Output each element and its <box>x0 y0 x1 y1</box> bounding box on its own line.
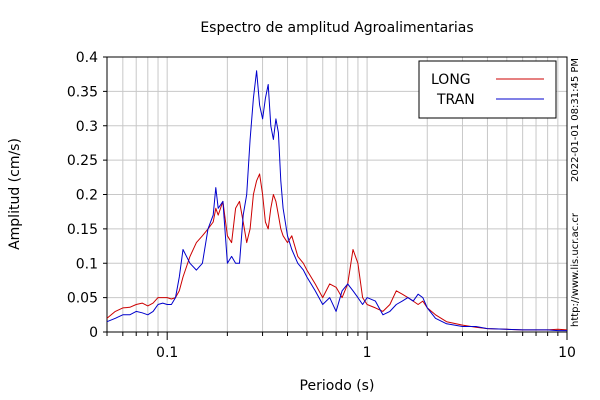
legend-label-long: LONG <box>431 72 471 88</box>
x-axis-label: Periodo (s) <box>300 378 375 394</box>
y-axis-label: Amplitud (cm/s) <box>7 138 23 250</box>
y-tick-label: 0.05 <box>67 291 98 307</box>
y-tick-label: 0.3 <box>76 119 98 135</box>
series-line-long <box>106 173 568 331</box>
axis-ticks <box>103 56 568 340</box>
series-layer <box>106 70 568 332</box>
y-tick-label: 0 <box>89 325 98 341</box>
y-tick-label: 0.15 <box>67 222 98 238</box>
y-tick-label: 0.2 <box>76 188 98 204</box>
legend-box <box>418 60 557 119</box>
timestamp-label: 2022-01-01 08:31:45 PM <box>570 58 581 182</box>
x-tick-labels: 0.1 1 10 <box>156 345 576 361</box>
website-label: http://www.lis.ucr.ac.cr <box>570 212 581 327</box>
y-tick-label: 0.35 <box>67 84 98 100</box>
x-tick-label: 0.1 <box>156 345 178 361</box>
legend-label-tran: TRAN <box>436 92 475 108</box>
series-line-tran <box>106 70 567 332</box>
y-tick-label: 0.4 <box>76 50 98 66</box>
grid-lines <box>107 57 567 332</box>
y-tick-label: 0.1 <box>76 256 98 272</box>
x-tick-label: 1 <box>363 345 372 361</box>
legend: LONG TRAN <box>418 60 557 119</box>
y-tick-label: 0.25 <box>67 153 98 169</box>
x-tick-label: 10 <box>558 345 576 361</box>
chart-title: Espectro de amplitud Agroalimentarias <box>200 20 473 36</box>
y-tick-labels: 0 0.05 0.1 0.15 0.2 0.25 0.3 0.35 0.4 <box>67 50 98 341</box>
